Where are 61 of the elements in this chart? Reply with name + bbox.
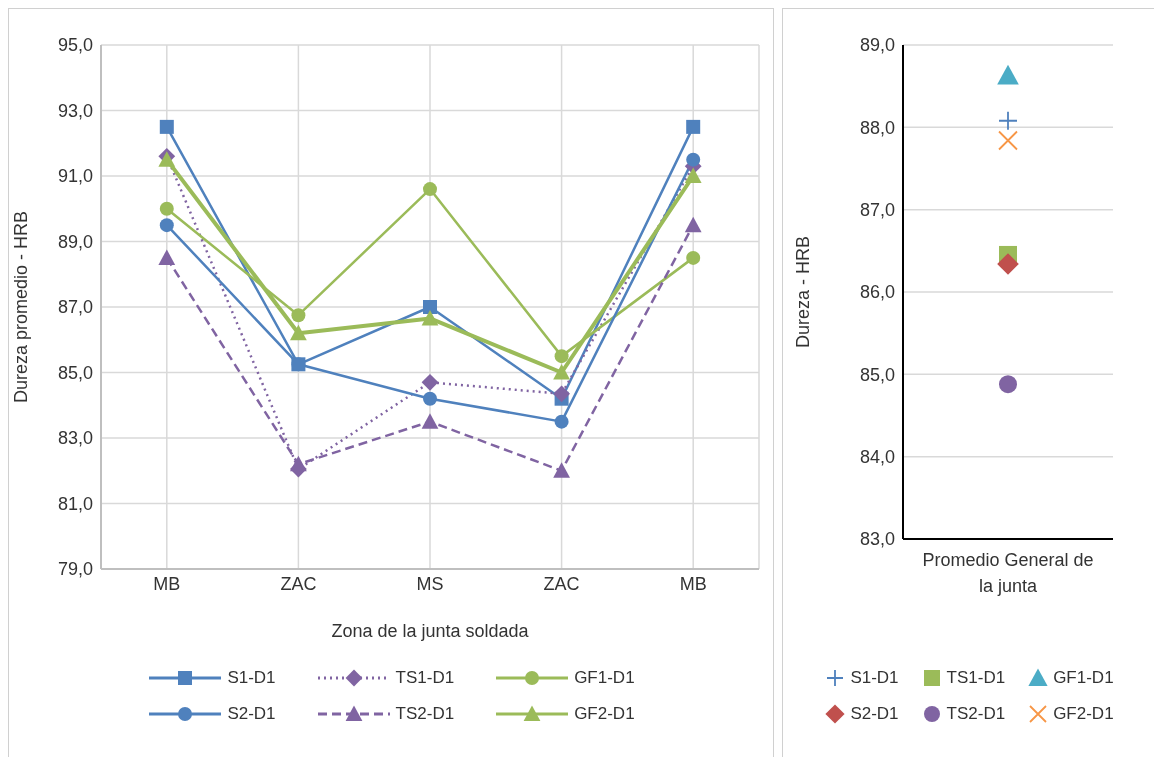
x-tick-label: ZAC: [280, 573, 317, 594]
legend-label: S2-D1: [850, 704, 899, 724]
legend-label: GF2-D1: [574, 704, 635, 724]
y-tick-label: 87,0: [859, 200, 895, 221]
legend-label: S2-D1: [227, 704, 276, 724]
x-axis-title: Zona de la junta soldada: [331, 621, 530, 641]
point: [159, 119, 174, 134]
point: [423, 391, 437, 406]
point: [686, 250, 701, 265]
point: [421, 373, 439, 391]
point: [290, 455, 307, 472]
x-tick-label: MS: [416, 573, 444, 594]
y-tick-label: 83,0: [859, 529, 895, 550]
point: [291, 308, 306, 323]
point: [159, 218, 174, 233]
y-axis-title: Dureza promedio - HRB: [11, 210, 32, 404]
x-tick-label: ZAC: [543, 573, 580, 594]
y-tick-label: 95,0: [57, 35, 93, 56]
legend-label: GF2-D1: [1053, 704, 1114, 724]
point: [159, 201, 174, 216]
point: [421, 310, 439, 326]
point: [553, 385, 570, 403]
y-tick-label: 79,0: [57, 559, 93, 580]
point: [686, 152, 701, 167]
y-tick-label: 91,0: [57, 166, 93, 187]
point: [686, 119, 701, 134]
point: [158, 151, 176, 167]
x-tick-label: MB: [679, 573, 707, 594]
point: [684, 167, 702, 183]
point: [553, 364, 570, 380]
point: [554, 349, 569, 364]
point: [684, 216, 702, 233]
point: [423, 300, 437, 314]
y-tick-label: 93,0: [57, 100, 93, 121]
x-tick-label: MB: [153, 573, 181, 594]
y-tick-label: 85,0: [859, 364, 895, 385]
y-tick-label: 81,0: [57, 493, 93, 514]
legend-label: TS1-D1: [946, 668, 1006, 688]
y-tick-label: 83,0: [57, 428, 93, 449]
y-tick-label: 84,0: [859, 447, 895, 468]
x-tick-label: Promedio General de la junta: [922, 549, 1094, 596]
point: [421, 413, 439, 429]
point: [553, 462, 570, 478]
y-tick-label: 89,0: [859, 35, 895, 56]
y-tick-label: 85,0: [57, 362, 93, 383]
y-tick-label: 88,0: [859, 117, 895, 138]
point: [423, 182, 437, 197]
legend-label: GF1-D1: [574, 668, 635, 688]
legend-label: TS2-D1: [395, 704, 455, 724]
legend-label: S1-D1: [227, 668, 276, 688]
y-axis-title: Dureza - HRB: [793, 235, 814, 349]
legend-label: TS1-D1: [395, 668, 455, 688]
point: [290, 324, 307, 341]
point: [158, 249, 176, 265]
y-tick-label: 86,0: [859, 282, 895, 303]
legend-label: GF1-D1: [1053, 668, 1114, 688]
y-tick-label: 87,0: [57, 297, 93, 318]
legend-label: S1-D1: [850, 668, 899, 688]
y-tick-label: 89,0: [57, 231, 93, 252]
legend-label: TS2-D1: [946, 704, 1006, 724]
point: [554, 414, 569, 429]
